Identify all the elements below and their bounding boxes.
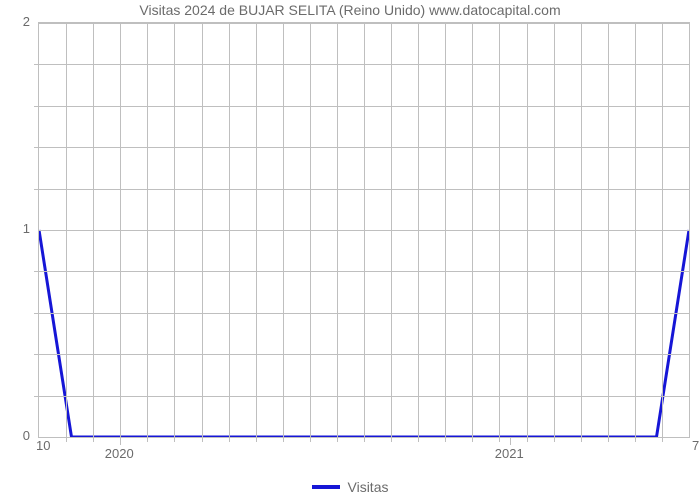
y-axis-label-2: 2 bbox=[0, 14, 30, 29]
grid-line-v bbox=[418, 23, 419, 437]
grid-line-v bbox=[310, 23, 311, 437]
grid-line-v bbox=[608, 23, 609, 437]
x-minor-tick bbox=[147, 437, 148, 442]
x-major-tick bbox=[510, 437, 511, 445]
y-minor-tick bbox=[34, 354, 39, 355]
x-minor-tick bbox=[93, 437, 94, 442]
grid-line-v bbox=[256, 23, 257, 437]
x-minor-tick bbox=[445, 437, 446, 442]
x-minor-tick bbox=[66, 437, 67, 442]
x-minor-tick bbox=[256, 437, 257, 442]
y-axis-label-1: 1 bbox=[0, 221, 30, 236]
x-minor-tick bbox=[283, 437, 284, 442]
legend-swatch bbox=[312, 485, 340, 489]
grid-line-v bbox=[445, 23, 446, 437]
grid-line-v bbox=[499, 23, 500, 437]
corner-label-bottom-left: 10 bbox=[36, 438, 50, 453]
x-minor-tick bbox=[364, 437, 365, 442]
grid-line-v bbox=[120, 23, 121, 437]
y-minor-tick bbox=[34, 396, 39, 397]
grid-line-v bbox=[472, 23, 473, 437]
x-minor-tick bbox=[418, 437, 419, 442]
grid-line-v bbox=[66, 23, 67, 437]
y-axis-label-0: 0 bbox=[0, 428, 30, 443]
grid-line-v bbox=[581, 23, 582, 437]
x-minor-tick bbox=[662, 437, 663, 442]
x-axis-label-0: 2020 bbox=[105, 446, 134, 461]
x-minor-tick bbox=[229, 437, 230, 442]
x-axis-label-1: 2021 bbox=[495, 446, 524, 461]
y-minor-tick bbox=[34, 64, 39, 65]
corner-label-bottom-right: 7 bbox=[692, 438, 699, 453]
x-minor-tick bbox=[581, 437, 582, 442]
grid-line-v bbox=[337, 23, 338, 437]
y-minor-tick bbox=[34, 271, 39, 272]
x-minor-tick bbox=[202, 437, 203, 442]
chart-container: { "chart": { "type": "line", "title": "V… bbox=[0, 0, 700, 500]
x-minor-tick bbox=[391, 437, 392, 442]
y-minor-tick bbox=[34, 189, 39, 190]
grid-line-v bbox=[93, 23, 94, 437]
grid-line-v bbox=[174, 23, 175, 437]
grid-line-v bbox=[527, 23, 528, 437]
x-minor-tick bbox=[174, 437, 175, 442]
x-minor-tick bbox=[310, 437, 311, 442]
grid-line-v bbox=[391, 23, 392, 437]
grid-line-v bbox=[283, 23, 284, 437]
grid-line-v bbox=[635, 23, 636, 437]
chart-plot-area bbox=[38, 22, 690, 438]
y-minor-tick bbox=[34, 106, 39, 107]
x-minor-tick bbox=[635, 437, 636, 442]
grid-line-v bbox=[554, 23, 555, 437]
grid-line-v bbox=[364, 23, 365, 437]
chart-title: Visitas 2024 de BUJAR SELITA (Reino Unid… bbox=[0, 2, 700, 18]
legend-label: Visitas bbox=[348, 479, 389, 495]
grid-line-v bbox=[229, 23, 230, 437]
x-minor-tick bbox=[527, 437, 528, 442]
x-minor-tick bbox=[337, 437, 338, 442]
grid-line-v bbox=[202, 23, 203, 437]
x-major-tick bbox=[120, 437, 121, 445]
chart-legend: Visitas bbox=[0, 476, 700, 495]
y-minor-tick bbox=[34, 147, 39, 148]
grid-line-v bbox=[662, 23, 663, 437]
x-minor-tick bbox=[554, 437, 555, 442]
x-minor-tick bbox=[499, 437, 500, 442]
grid-line-v bbox=[147, 23, 148, 437]
x-minor-tick bbox=[608, 437, 609, 442]
x-minor-tick bbox=[472, 437, 473, 442]
y-minor-tick bbox=[34, 313, 39, 314]
